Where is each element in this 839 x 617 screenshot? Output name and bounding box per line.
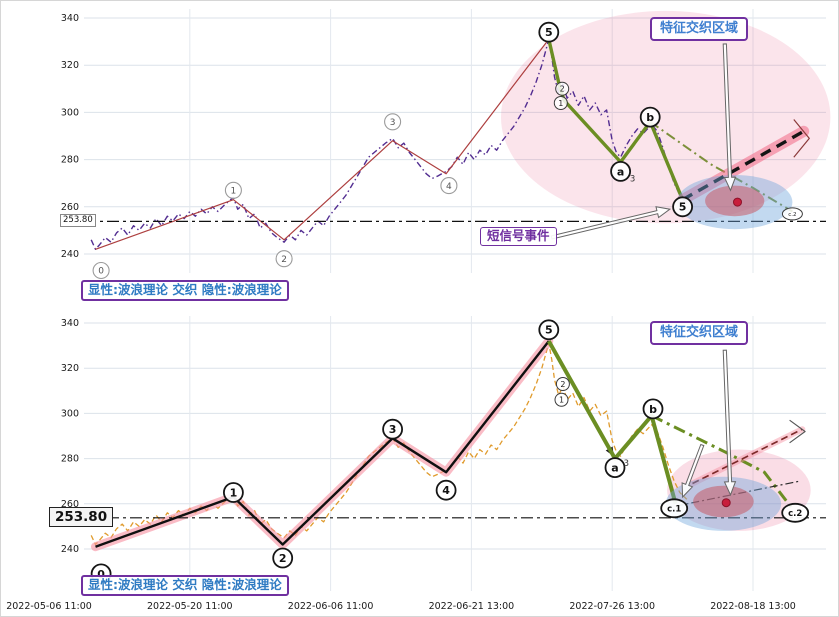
pointer-arrow [681,443,705,499]
wave-marker-label: 3 [390,118,396,128]
series-corrective-green [547,340,678,505]
wave-marker-circle [384,113,402,131]
series-corrective-green-forecast [650,414,795,512]
wave-marker-label: 0 [98,267,104,277]
wave-marker-label: 2 [560,85,565,94]
y-tick-label: 320 [61,60,79,71]
wave-marker-circle [781,207,803,221]
wave-marker-label: 5 [545,26,553,39]
wave-marker-label: 4 [442,484,450,497]
wave-marker-circle [538,21,560,43]
wave-marker-circle [92,261,110,280]
wave-theory-legend-upper: 显性:波浪理论 交织 隐性:波浪理论 [81,280,289,301]
wave-marker-label: 5 [545,324,553,337]
series-impulse-0-5 [95,340,550,548]
wave-marker-circle [538,319,560,341]
x-tick-label: 2022-05-06 11:00 [6,601,92,612]
y-tick-label: 240 [61,249,79,260]
highlight-ellipse [501,10,831,224]
wave-marker-label: 0 [97,568,105,581]
wave-marker-circle [672,196,693,218]
y-tick-label: 240 [61,544,79,555]
y-tick-label: 340 [61,318,79,329]
wave-marker-label: b [649,403,657,416]
wave-marker-circle [642,398,664,420]
wave-marker-label: 1 [230,486,238,499]
pointer-arrow [722,43,737,192]
wave-marker-circle [272,547,294,569]
series-impulse-0-5 [95,38,550,250]
y-tick-label: 300 [61,107,79,118]
wave-marker-circle [610,160,631,182]
wave-marker-circle [382,418,404,440]
series-corrective-forecast [649,120,793,213]
feature-interweave-region-label-lower: 特征交织区域 [650,321,749,345]
wave-marker-label: 2 [281,255,287,265]
wave-marker-label: 5 [679,201,687,214]
wave-marker-label: 1 [559,396,564,405]
wave-marker-label: a [617,165,624,178]
y-tick-label: 280 [61,454,79,465]
series-price-implicit [90,38,688,250]
panel-lower: 24026028030032034001234521a3bc.1c.2 [61,316,826,591]
series-bracket [793,119,810,158]
y-tick-label: 260 [61,499,79,510]
wave-sub-label: 3 [630,174,635,184]
pointer-arrow [550,206,672,240]
wave-marker-circle [781,502,810,523]
wave-marker-label: c.2 [788,212,796,218]
series-bracket [789,419,806,444]
wave-marker-circle [660,498,689,519]
series-forecast-dashed [681,129,805,202]
wave-marker-circle [555,377,570,391]
x-tick-label: 2022-06-21 13:00 [429,601,515,612]
wave-marker-circle [224,181,242,199]
wave-marker-label: 1 [231,186,237,196]
x-tick-label: 2022-08-18 13:00 [710,601,796,612]
wave-marker-circle [555,81,570,96]
wave-marker-circle [440,177,458,195]
feature-interweave-region-label-upper: 特征交织区域 [650,17,749,41]
wave-marker-circle [554,392,569,407]
wave-marker-label: c.1 [667,504,681,514]
short-signal-event-label: 短信号事件 [480,227,557,246]
wave-marker-label: b [646,111,654,124]
wave-marker-circle [639,106,661,128]
wave-marker-label: 2 [279,552,287,565]
wave-marker-circle [435,479,457,501]
pointer-arrow [722,349,737,497]
y-tick-label: 280 [61,155,79,166]
wave-marker-label: a [611,461,618,474]
x-tick-label: 2022-06-06 11:00 [288,601,374,612]
y-tick-label: 340 [61,13,79,24]
wave-marker-label: 2 [560,380,565,389]
y-tick-label: 300 [61,408,79,419]
wave-marker-circle [222,482,244,503]
event-dot [733,197,742,207]
series-corrective-5ab5 [547,38,685,201]
y-tick-label: 320 [61,363,79,374]
wave-marker-label: 3 [389,423,397,436]
event-dot [721,498,731,508]
wave-marker-label: 1 [558,99,563,108]
wave-theory-legend-lower: 显性:波浪理论 交织 隐性:波浪理论 [81,575,289,596]
reference-price-label-upper: 253.80 [60,214,96,228]
reference-price-label-lower: 253.80 [49,507,114,528]
x-tick-label: 2022-05-20 11:00 [147,601,233,612]
series-forecast-dashed [692,428,803,485]
x-tick-label: 2022-07-26 13:00 [569,601,655,612]
wave-marker-circle [604,457,626,479]
wave-marker-label: c.2 [788,509,802,519]
wave-sub-label: 3 [624,459,629,469]
wave-marker-circle [553,96,568,110]
wave-marker-circle [275,250,293,268]
wave-marker-label: 4 [446,182,452,192]
y-tick-label: 260 [61,202,79,213]
